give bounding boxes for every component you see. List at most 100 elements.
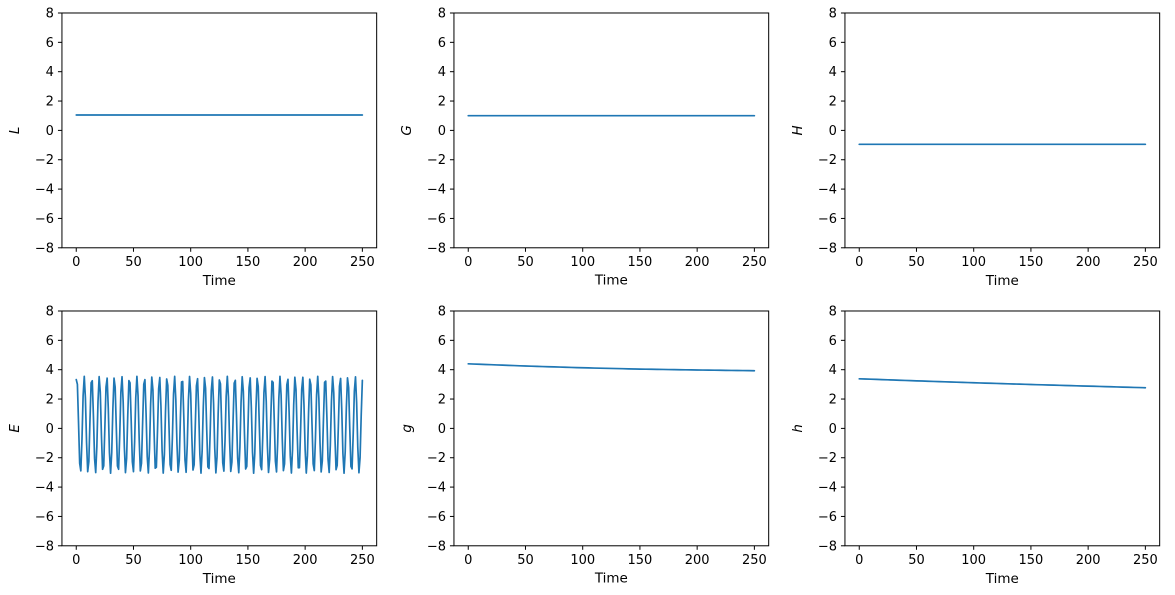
y-tick-label: 4 [829, 65, 837, 80]
y-tick-label: −4 [426, 480, 445, 495]
y-tick-label: 0 [829, 422, 837, 437]
x-tick-label: 200 [1076, 255, 1101, 270]
plot-frame [61, 310, 378, 547]
plot-frame [453, 12, 769, 249]
data-line-g [467, 362, 755, 372]
x-tick-label: 250 [350, 255, 375, 270]
subplot-h: 0 50 100 150 200 250 −8 −6 −4 −2 0 2 4 6 8 Time h [783, 298, 1175, 595]
x-tick-label: 200 [684, 553, 709, 568]
y-tick-label: −2 [818, 153, 837, 168]
plot-svg: 0 50 100 150 200 250 −8 −6 −4 −2 0 2 4 6 8 Time G [399, 6, 769, 289]
y-axis-label: G [399, 125, 415, 135]
x-axis-label: Time [593, 571, 627, 587]
x-tick-label: 0 [855, 553, 863, 568]
y-tick-label: −2 [818, 451, 837, 466]
y-tick-label: −8 [818, 241, 837, 256]
x-tick-label: 0 [72, 553, 80, 568]
y-tick-label: 0 [437, 124, 445, 139]
plot-svg: 0 50 100 150 200 250 −8 −6 −4 −2 0 2 4 6 8 Time L [7, 6, 378, 289]
y-tick-label: −8 [426, 539, 445, 554]
plot-frame [844, 12, 1161, 249]
x-tick-label: 200 [684, 255, 709, 270]
y-tick-label: 2 [437, 392, 445, 407]
y-tick-label: 6 [829, 334, 837, 349]
y-tick-label: 4 [46, 363, 54, 378]
x-tick-label: 250 [1133, 255, 1158, 270]
x-tick-label: 200 [293, 553, 318, 568]
y-tick-label: 4 [437, 363, 445, 378]
y-axis-label: H [790, 125, 806, 135]
x-tick-label: 0 [464, 255, 472, 270]
y-tick-label: −8 [426, 241, 445, 256]
y-axis-label: h [790, 424, 806, 433]
x-tick-label: 50 [517, 255, 534, 270]
y-tick-label: −2 [426, 153, 445, 168]
data-line-h [858, 377, 1147, 389]
subplot-G: 0 50 100 150 200 250 −8 −6 −4 −2 0 2 4 6 8 Time G [392, 0, 784, 298]
subplot-E: 0 50 100 150 200 250 −8 −6 −4 −2 0 2 4 6 8 Time E [0, 298, 392, 595]
y-tick-label: −6 [35, 212, 54, 227]
y-tick-label: −2 [35, 451, 54, 466]
y-axis-label: g [399, 423, 415, 432]
x-axis-label: Time [202, 273, 236, 289]
x-axis-label: Time [985, 571, 1019, 587]
y-tick-label: −4 [818, 480, 837, 495]
y-tick-label: 8 [46, 6, 54, 21]
x-tick-label: 50 [909, 255, 926, 270]
y-tick-label: 0 [46, 124, 54, 139]
plot-frame [844, 310, 1161, 547]
x-tick-label: 100 [570, 255, 595, 270]
y-tick-label: −2 [426, 451, 445, 466]
x-tick-label: 250 [742, 553, 767, 568]
plot-svg: 0 50 100 150 200 250 −8 −6 −4 −2 0 2 4 6 8 Time E [7, 304, 378, 587]
y-tick-label: 2 [829, 95, 837, 110]
x-tick-label: 150 [627, 553, 652, 568]
y-tick-label: −8 [35, 241, 54, 256]
x-tick-label: 100 [962, 255, 987, 270]
y-tick-label: 8 [829, 304, 837, 319]
y-tick-label: 0 [829, 124, 837, 139]
y-tick-label: 2 [46, 95, 54, 110]
y-tick-label: 0 [437, 422, 445, 437]
y-tick-label: −4 [426, 183, 445, 198]
x-tick-label: 100 [962, 553, 987, 568]
x-axis-label: Time [202, 571, 236, 587]
plot-frame [61, 12, 378, 249]
y-tick-label: 8 [829, 6, 837, 21]
data-line-E [75, 375, 364, 474]
plot-frame [453, 310, 769, 547]
y-tick-label: 8 [437, 304, 445, 319]
y-tick-label: 2 [46, 392, 54, 407]
x-tick-label: 0 [855, 255, 863, 270]
x-tick-label: 150 [236, 553, 261, 568]
x-tick-label: 50 [125, 255, 142, 270]
y-tick-label: 2 [437, 95, 445, 110]
x-tick-label: 250 [1133, 553, 1158, 568]
x-tick-label: 150 [1019, 553, 1044, 568]
y-tick-label: −2 [35, 153, 54, 168]
subplot-L: 0 50 100 150 200 250 −8 −6 −4 −2 0 2 4 6 8 Time L [0, 0, 392, 298]
y-tick-label: 4 [829, 363, 837, 378]
x-tick-label: 250 [742, 255, 767, 270]
y-tick-label: −4 [818, 183, 837, 198]
y-tick-label: 6 [437, 36, 445, 51]
x-tick-label: 250 [350, 553, 375, 568]
subplot-g: 0 50 100 150 200 250 −8 −6 −4 −2 0 2 4 6 8 Time g [392, 298, 784, 595]
y-tick-label: 4 [437, 65, 445, 80]
y-tick-label: −6 [818, 212, 837, 227]
y-tick-label: −8 [818, 539, 837, 554]
y-tick-label: 8 [46, 304, 54, 319]
y-tick-label: −4 [35, 183, 54, 198]
y-tick-label: 2 [829, 392, 837, 407]
y-tick-label: −4 [35, 480, 54, 495]
y-axis-label: L [7, 127, 23, 135]
y-tick-label: 8 [437, 6, 445, 21]
plot-svg: 0 50 100 150 200 250 −8 −6 −4 −2 0 2 4 6 8 Time h [790, 304, 1161, 587]
x-tick-label: 150 [627, 255, 652, 270]
y-tick-label: −6 [426, 510, 445, 525]
x-tick-label: 50 [125, 553, 142, 568]
y-tick-label: 6 [46, 36, 54, 51]
x-tick-label: 50 [517, 553, 534, 568]
y-tick-label: −8 [35, 539, 54, 554]
